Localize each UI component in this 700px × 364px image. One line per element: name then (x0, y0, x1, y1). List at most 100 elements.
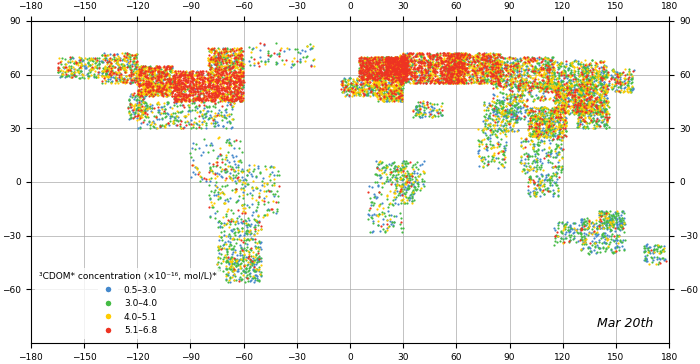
Point (524, 79, 535, 84)
Point (390, 76, 401, 82)
Point (173, 90, 184, 96)
Point (489, 71, 500, 77)
Point (64, 64, 75, 70)
Point (217, 91, 228, 97)
Point (577, 117, 588, 123)
Point (218, 80, 230, 86)
Point (557, 78, 568, 84)
Point (236, 91, 247, 97)
Point (547, 128, 559, 134)
Point (375, 91, 386, 97)
Point (207, 58, 218, 63)
Point (392, 70, 403, 76)
Point (202, 83, 213, 89)
Point (547, 84, 558, 90)
Point (393, 163, 404, 169)
Point (526, 114, 538, 119)
Point (500, 139, 512, 145)
Point (599, 213, 610, 219)
Point (164, 63, 175, 69)
Point (376, 200, 387, 206)
Point (181, 79, 193, 85)
Point (481, 112, 492, 118)
Point (562, 91, 573, 97)
Point (134, 101, 145, 107)
Point (398, 77, 409, 83)
Point (206, 58, 217, 64)
Point (220, 246, 232, 252)
Point (360, 55, 372, 60)
Point (351, 75, 363, 81)
Point (387, 64, 398, 70)
Point (231, 59, 242, 65)
Point (487, 69, 498, 75)
Point (442, 67, 453, 72)
Point (540, 81, 551, 87)
Point (509, 96, 520, 102)
Point (535, 121, 546, 127)
Point (201, 88, 212, 94)
Point (553, 66, 564, 72)
Point (248, 264, 260, 270)
Point (524, 191, 535, 197)
Point (493, 76, 504, 82)
Point (146, 88, 157, 94)
Point (398, 57, 409, 63)
Point (185, 73, 196, 79)
Point (527, 75, 538, 81)
Point (431, 76, 442, 82)
Point (253, 267, 264, 273)
Point (200, 97, 211, 103)
Point (363, 67, 374, 73)
Point (390, 56, 401, 62)
Point (528, 181, 540, 186)
Point (238, 179, 249, 185)
Point (387, 64, 398, 70)
Point (155, 88, 167, 94)
Point (224, 75, 235, 81)
Point (398, 59, 409, 65)
Point (395, 71, 406, 76)
Point (430, 60, 442, 66)
Point (496, 111, 507, 116)
Point (200, 89, 211, 95)
Point (222, 63, 233, 69)
Point (488, 152, 499, 158)
Point (560, 93, 571, 99)
Point (388, 66, 399, 72)
Point (589, 75, 600, 81)
Point (560, 86, 571, 92)
Point (175, 98, 186, 104)
Point (531, 127, 542, 132)
Point (479, 114, 490, 120)
Point (440, 58, 452, 63)
Point (543, 188, 554, 194)
Point (104, 62, 116, 67)
Point (526, 83, 537, 88)
Point (68, 60, 79, 66)
Point (153, 68, 164, 74)
Point (160, 84, 172, 90)
Point (161, 76, 172, 82)
Point (252, 255, 263, 261)
Point (219, 112, 230, 118)
Point (580, 232, 592, 237)
Point (387, 55, 398, 61)
Point (370, 179, 381, 185)
Point (515, 95, 526, 101)
Point (584, 95, 595, 100)
Point (544, 83, 555, 89)
Point (547, 61, 559, 67)
Point (532, 151, 543, 157)
Point (418, 55, 429, 61)
Point (424, 111, 435, 116)
Point (480, 56, 491, 62)
Point (222, 198, 233, 203)
Point (193, 84, 204, 90)
Point (540, 126, 551, 131)
Point (209, 190, 220, 195)
Point (384, 65, 395, 71)
Point (587, 125, 598, 131)
Point (452, 73, 463, 79)
Point (165, 63, 176, 69)
